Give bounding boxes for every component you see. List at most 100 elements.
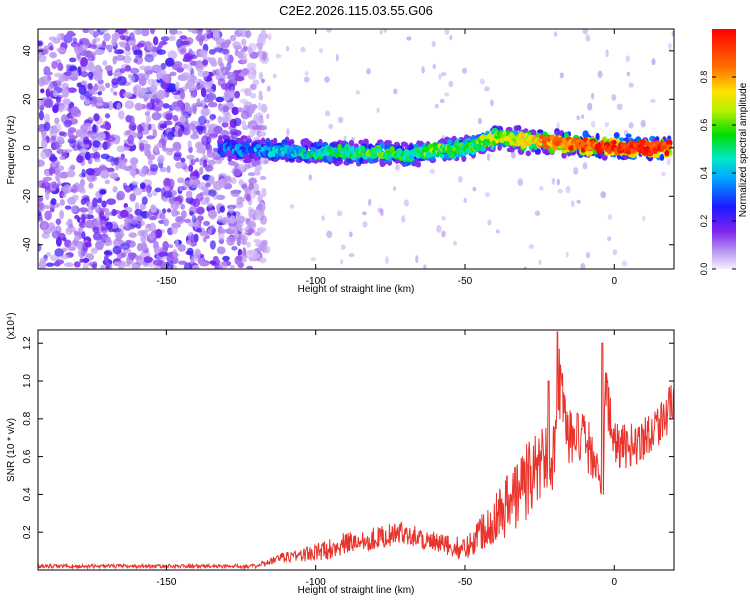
noise-blob	[143, 144, 152, 151]
noise-blob	[172, 248, 178, 259]
noise-blob	[118, 110, 125, 120]
noise-blob	[510, 151, 516, 159]
noise-blob	[163, 73, 171, 84]
noise-blob	[61, 88, 69, 98]
noise-blob	[124, 65, 132, 72]
noise-blob	[180, 203, 186, 210]
noise-blob	[198, 115, 207, 126]
noise-blob	[51, 135, 56, 142]
ridge-blob	[231, 141, 238, 146]
ridge-blob	[662, 144, 667, 150]
noise-blob	[79, 207, 88, 213]
noise-blob	[149, 29, 156, 35]
noise-blob	[393, 88, 398, 95]
noise-blob	[355, 90, 361, 95]
noise-blob	[628, 122, 634, 129]
noise-blob	[67, 127, 77, 134]
noise-blob	[190, 234, 195, 244]
noise-blob	[143, 96, 148, 102]
noise-blob	[192, 130, 198, 135]
noise-blob	[160, 62, 167, 70]
noise-blob	[246, 241, 251, 248]
ridge-blob	[660, 153, 665, 161]
noise-blob	[85, 168, 96, 176]
noise-blob	[42, 176, 53, 182]
noise-blob	[177, 177, 185, 184]
noise-blob	[233, 237, 239, 242]
noise-blob	[113, 49, 124, 55]
noise-blob	[165, 147, 174, 156]
noise-blob	[581, 114, 585, 119]
noise-blob	[41, 138, 48, 149]
noise-blob	[174, 239, 179, 248]
noise-blob	[156, 89, 166, 100]
noise-blob	[204, 124, 215, 128]
noise-blob	[199, 261, 210, 267]
noise-blob	[172, 144, 182, 152]
noise-blob	[123, 91, 133, 98]
noise-blob	[82, 136, 90, 145]
noise-blob	[209, 114, 215, 122]
noise-blob	[597, 70, 603, 79]
noise-blob	[201, 135, 209, 146]
noise-blob	[122, 35, 131, 41]
noise-blob	[158, 251, 167, 257]
noise-blob	[444, 92, 450, 97]
noise-blob	[150, 206, 158, 213]
noise-blob	[177, 244, 186, 252]
noise-blob	[52, 37, 61, 44]
noise-blob	[119, 42, 127, 48]
noise-blob	[94, 204, 102, 214]
noise-blob	[109, 87, 115, 93]
noise-blob	[565, 185, 571, 194]
noise-blob	[117, 76, 127, 86]
noise-blob	[228, 83, 236, 93]
noise-blob	[202, 159, 208, 167]
noise-blob	[74, 214, 80, 220]
noise-blob	[159, 260, 166, 269]
noise-blob	[59, 155, 65, 161]
noise-blob	[661, 171, 666, 177]
ridge-blob	[495, 138, 500, 144]
noise-blob	[249, 104, 256, 113]
noise-blob	[534, 210, 541, 216]
noise-blob	[239, 216, 248, 222]
noise-blob	[228, 205, 234, 214]
noise-blob	[226, 235, 236, 246]
noise-blob	[78, 85, 87, 95]
snr-series-line	[38, 331, 674, 570]
noise-blob	[207, 101, 218, 108]
noise-blob	[495, 229, 500, 234]
noise-blob	[238, 29, 247, 34]
noise-blob	[169, 29, 178, 35]
noise-blob	[458, 175, 463, 183]
noise-blob	[137, 215, 143, 220]
noise-blob	[38, 213, 43, 220]
noise-blob	[145, 115, 151, 123]
noise-blob	[141, 29, 150, 37]
noise-blob	[336, 210, 343, 217]
noise-blob	[366, 68, 371, 75]
noise-blob	[216, 40, 221, 47]
noise-blob	[93, 220, 101, 228]
noise-blob	[129, 193, 136, 202]
noise-blob	[152, 52, 158, 58]
noise-blob	[55, 174, 61, 182]
noise-blob	[538, 259, 542, 265]
noise-blob	[304, 71, 309, 76]
noise-blob	[198, 49, 208, 58]
noise-blob	[112, 245, 122, 255]
noise-blob	[126, 45, 131, 52]
noise-blob	[223, 183, 233, 190]
noise-blob	[215, 160, 223, 165]
noise-blob	[195, 60, 203, 69]
ridge-blob	[353, 143, 359, 149]
noise-blob	[671, 30, 674, 37]
noise-blob	[69, 57, 77, 63]
noise-blob	[222, 216, 228, 226]
noise-blob	[146, 135, 155, 140]
noise-blob	[628, 82, 634, 88]
ridge-blob	[269, 150, 277, 158]
noise-blob	[118, 159, 127, 170]
noise-blob	[106, 198, 117, 205]
